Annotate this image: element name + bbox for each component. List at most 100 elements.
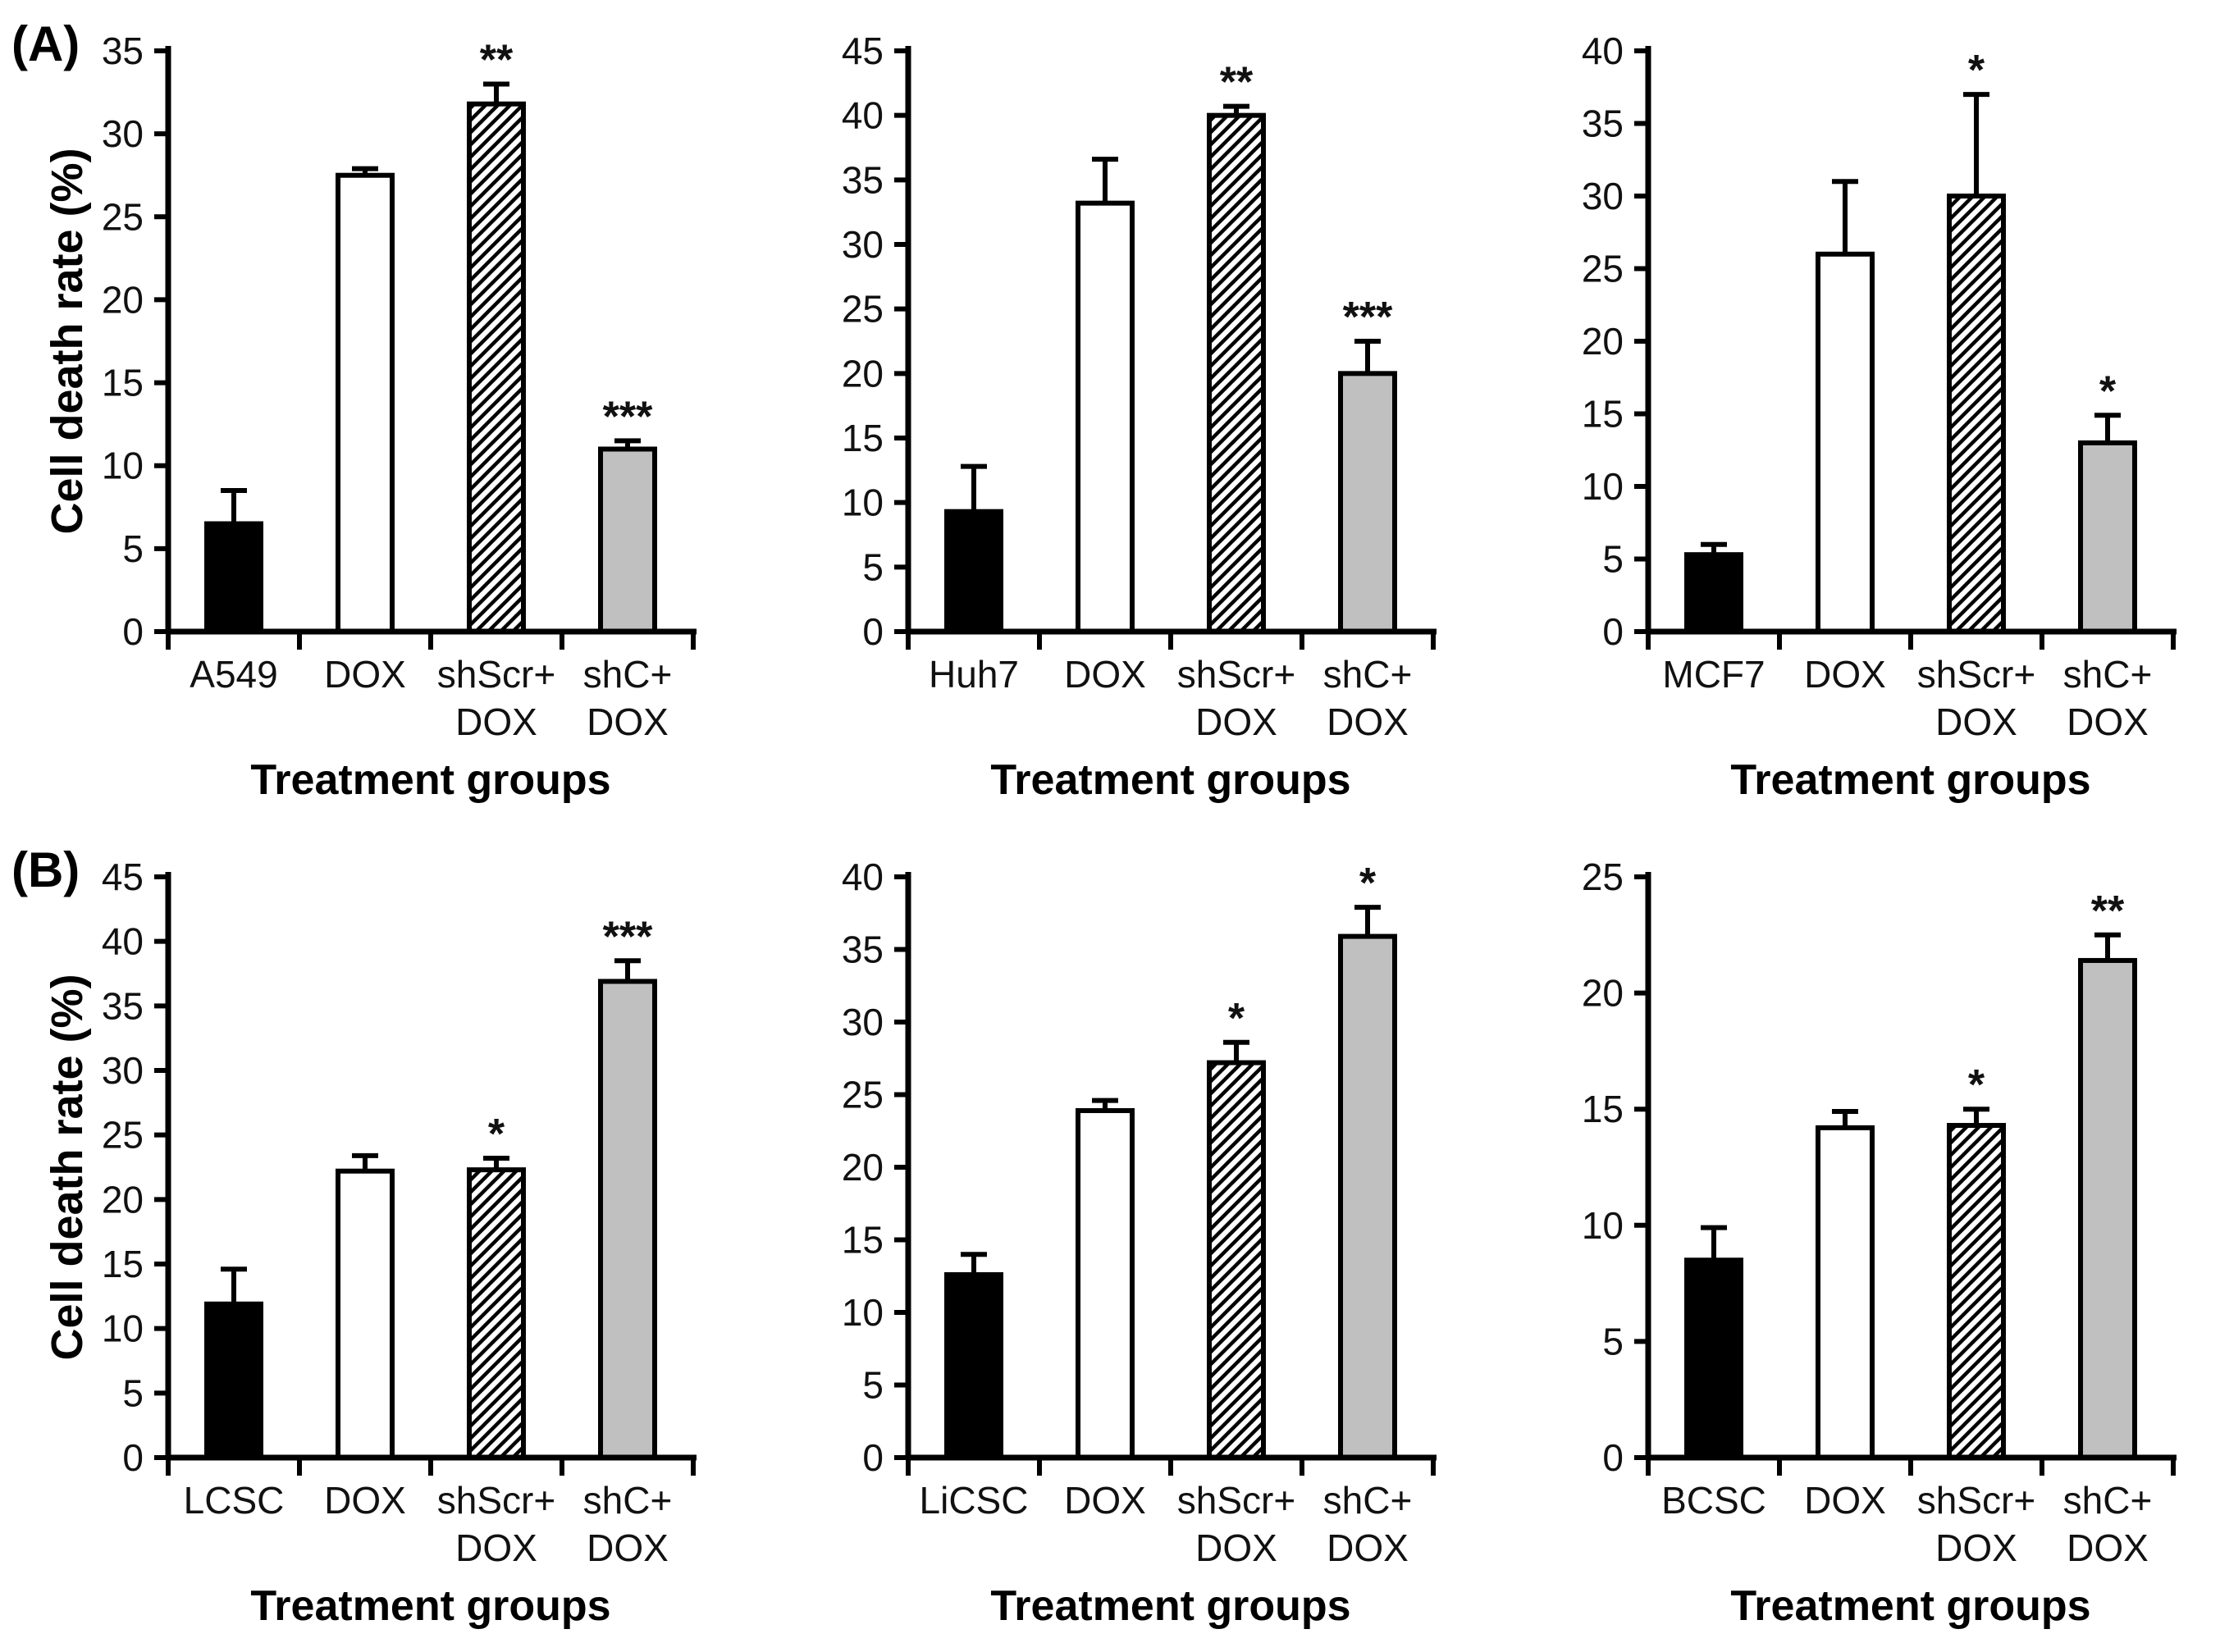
x-tick-label: LiCSC — [920, 1479, 1029, 1522]
significance-marker: * — [1359, 860, 1377, 907]
bar-huh7-1 — [944, 509, 1003, 634]
x-tick-label: shScr+ — [437, 653, 555, 696]
y-tick-label: 30 — [102, 112, 144, 155]
x-axis-title: Treatment groups — [250, 756, 610, 804]
y-tick-label: 15 — [842, 1219, 884, 1262]
bar-licsc-1 — [944, 1271, 1003, 1460]
y-tick-label: 30 — [842, 223, 884, 266]
y-tick-label: 20 — [102, 278, 144, 321]
x-tick-label: shC+ — [1323, 653, 1413, 696]
bar-chart-bcsc: BCSC DOX * shScr+ DOX ** shC+ DOX 0 5 10 15 20 25 Trea… — [1582, 856, 2177, 1630]
y-tick-label: 5 — [1602, 538, 1624, 581]
x-tick-label: shC+ — [2063, 653, 2153, 696]
y-axis-title: Cell death rate (%) — [43, 148, 92, 534]
y-tick-label: 40 — [842, 856, 884, 898]
x-tick-label: shC+ — [583, 653, 673, 696]
x-tick-label: DOX — [1935, 701, 2017, 743]
y-tick-label: 30 — [102, 1049, 144, 1092]
chart-a549: A549 DOX ** shScr+ DOX *** shC+ DOX 0 5 10 15 20 25 30… — [0, 0, 740, 826]
y-tick-label: 35 — [102, 984, 144, 1027]
y-tick-label: 5 — [862, 545, 884, 588]
bar-bcsc-3 — [1947, 1123, 2006, 1460]
significance-marker: * — [1228, 995, 1245, 1043]
y-tick-label: 0 — [1602, 610, 1624, 653]
y-tick-label: 40 — [1582, 30, 1624, 72]
y-tick-label: 10 — [1582, 1204, 1624, 1247]
bar-chart-a549: A549 DOX ** shScr+ DOX *** shC+ DOX 0 5 10 15 20 25 30… — [11, 16, 697, 804]
x-tick-label: DOX — [1195, 1527, 1277, 1569]
y-tick-label: 0 — [862, 1436, 884, 1479]
y-tick-label: 40 — [102, 920, 144, 963]
y-tick-label: 0 — [1602, 1436, 1624, 1479]
y-tick-label: 30 — [1582, 175, 1624, 217]
y-tick-label: 30 — [842, 1001, 884, 1043]
x-tick-label: DOX — [1064, 1479, 1146, 1522]
y-tick-label: 25 — [842, 1074, 884, 1116]
bar-huh7-2 — [1076, 200, 1135, 635]
y-tick-label: 35 — [842, 158, 884, 201]
x-tick-label: DOX — [1195, 701, 1277, 743]
significance-marker: ** — [480, 36, 514, 84]
y-tick-label: 45 — [102, 856, 144, 898]
chart-mcf7: MCF7 DOX * shScr+ DOX * shC+ DOX 0 5 10 15 20 25 30 35 4… — [1480, 0, 2220, 826]
x-tick-label: DOX — [324, 653, 406, 696]
x-tick-label: shScr+ — [1917, 653, 2035, 696]
y-tick-label: 5 — [122, 527, 144, 570]
y-tick-label: 15 — [102, 362, 144, 404]
x-tick-label: A549 — [190, 653, 277, 696]
y-tick-label: 5 — [862, 1364, 884, 1407]
x-axis-title: Treatment groups — [990, 1582, 1350, 1630]
bar-bcsc-1 — [1684, 1257, 1743, 1461]
bar-a549-3 — [467, 101, 526, 634]
x-tick-label: LCSC — [184, 1479, 285, 1522]
x-tick-label: MCF7 — [1662, 653, 1765, 696]
y-tick-label: 10 — [102, 445, 144, 487]
x-tick-label: shScr+ — [437, 1479, 555, 1522]
bar-lcsc-4 — [598, 979, 657, 1460]
bar-mcf7-2 — [1816, 251, 1875, 634]
y-tick-label: 20 — [842, 352, 884, 395]
x-tick-label: shScr+ — [1917, 1479, 2035, 1522]
x-tick-label: DOX — [455, 1527, 537, 1569]
x-tick-label: DOX — [455, 701, 537, 743]
significance-marker: ** — [1220, 59, 1254, 107]
y-tick-label: 25 — [1582, 248, 1624, 290]
y-tick-label: 25 — [1582, 856, 1624, 898]
bar-a549-4 — [598, 446, 657, 634]
bar-chart-mcf7: MCF7 DOX * shScr+ DOX * shC+ DOX 0 5 10 15 20 25 30 35 4… — [1582, 30, 2177, 804]
y-tick-label: 15 — [842, 417, 884, 459]
chart-licsc: LiCSC DOX * shScr+ DOX * shC+ DOX 0 5 10 15 20 25 30 35… — [740, 826, 1480, 1652]
bar-lcsc-2 — [336, 1168, 395, 1460]
bar-lcsc-3 — [467, 1167, 526, 1460]
x-tick-label: shC+ — [583, 1479, 673, 1522]
y-tick-label: 45 — [842, 30, 884, 72]
bar-a549-2 — [336, 172, 395, 634]
x-axis-title: Treatment groups — [1730, 1582, 2090, 1630]
x-tick-label: shC+ — [1323, 1479, 1413, 1522]
x-tick-label: Huh7 — [929, 653, 1019, 696]
y-tick-label: 15 — [1582, 393, 1624, 436]
chart-huh7: Huh7 DOX ** shScr+ DOX *** shC+ DOX 0 5 10 15 20 25 30… — [740, 0, 1480, 826]
panel-label: (B) — [11, 842, 80, 897]
y-tick-label: 20 — [102, 1178, 144, 1221]
y-tick-label: 20 — [1582, 320, 1624, 363]
significance-marker: *** — [1343, 294, 1393, 341]
x-tick-label: DOX — [1804, 653, 1886, 696]
significance-marker: *** — [603, 393, 653, 440]
x-axis-title: Treatment groups — [990, 756, 1350, 804]
x-tick-label: DOX — [1327, 701, 1409, 743]
y-tick-label: 25 — [102, 1114, 144, 1157]
bar-huh7-3 — [1207, 112, 1266, 634]
bar-huh7-4 — [1338, 371, 1397, 634]
bar-chart-licsc: LiCSC DOX * shScr+ DOX * shC+ DOX 0 5 10 15 20 25 30 35… — [842, 856, 1437, 1630]
y-tick-label: 0 — [862, 610, 884, 653]
bar-mcf7-4 — [2078, 440, 2137, 635]
bar-licsc-4 — [1338, 933, 1397, 1460]
x-tick-label: DOX — [324, 1479, 406, 1522]
y-tick-label: 35 — [842, 929, 884, 971]
bar-chart-huh7: Huh7 DOX ** shScr+ DOX *** shC+ DOX 0 5 10 15 20 25 30… — [842, 30, 1437, 804]
y-tick-label: 20 — [1582, 972, 1624, 1015]
bar-mcf7-1 — [1684, 552, 1743, 634]
y-tick-label: 5 — [122, 1371, 144, 1414]
